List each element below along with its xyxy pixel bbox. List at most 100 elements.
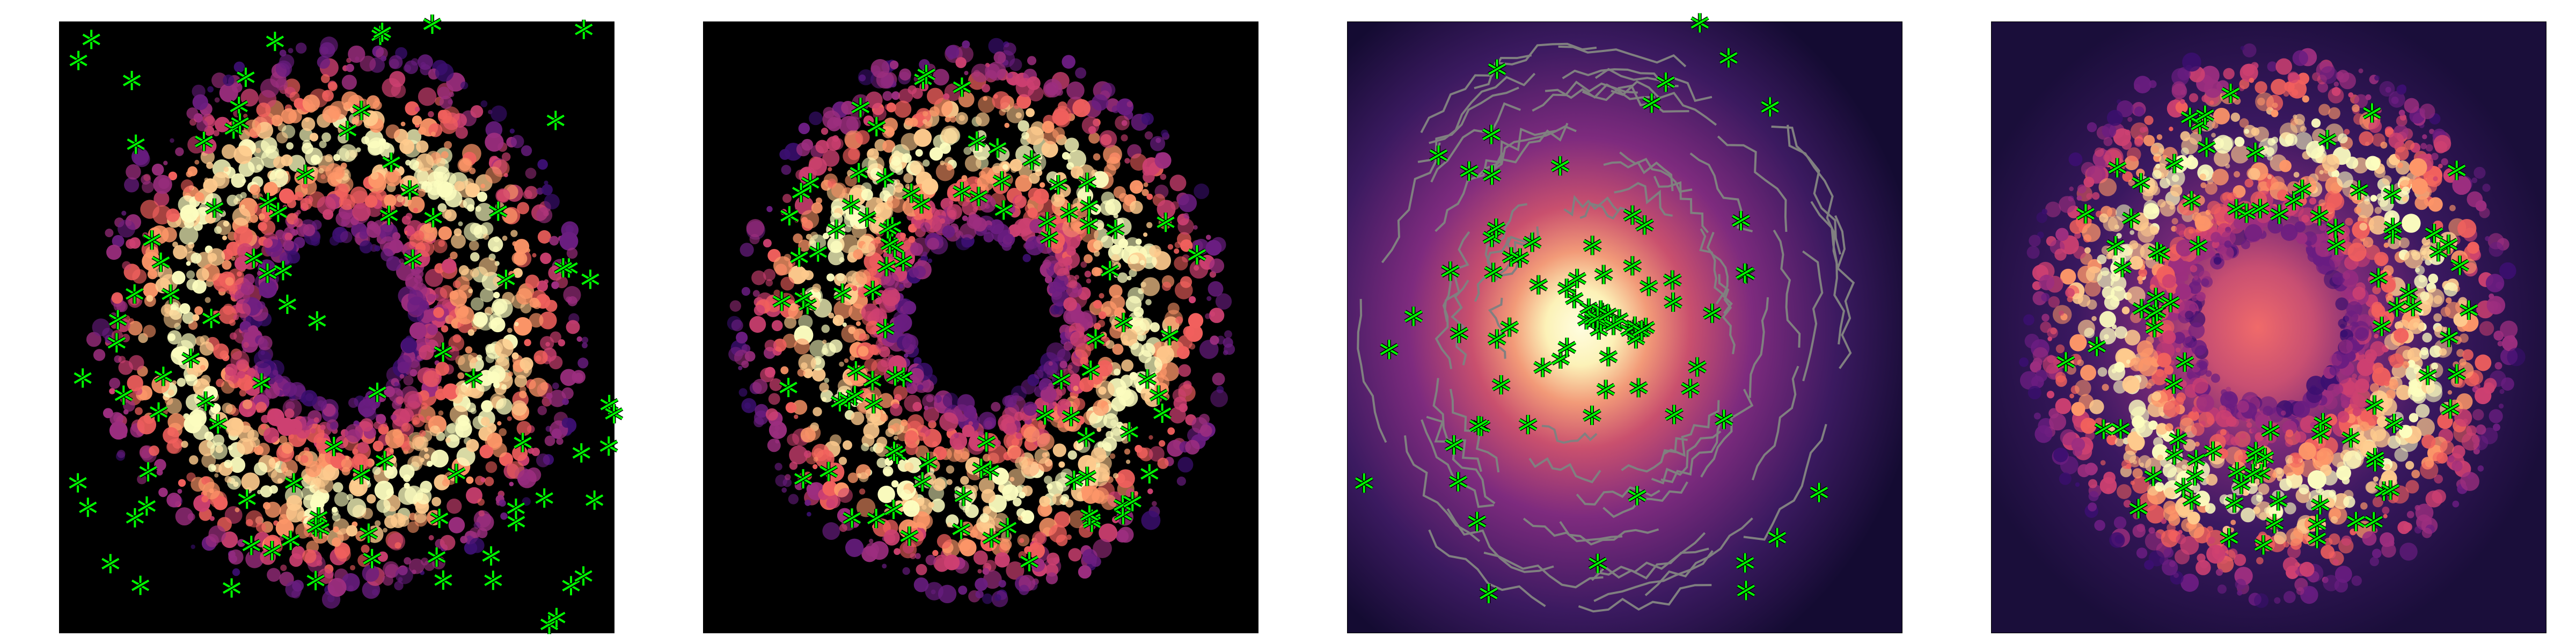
- ring-speckle: [179, 225, 199, 245]
- ring-speckle: [456, 447, 475, 466]
- ring-speckle: [510, 135, 524, 149]
- ring-speckle: [360, 418, 374, 432]
- ring-speckle: [566, 320, 580, 334]
- ring-speckle: [936, 534, 952, 549]
- ring-speckle: [209, 488, 214, 494]
- ring-speckle: [863, 115, 874, 126]
- ring-speckle: [2033, 412, 2041, 420]
- ring-speckle: [1019, 538, 1024, 543]
- ring-speckle: [128, 320, 143, 336]
- ring-speckle: [971, 63, 990, 83]
- ring-speckle: [2055, 344, 2065, 354]
- ring-speckle: [1006, 204, 1015, 214]
- ring-speckle: [1177, 335, 1193, 350]
- ring-speckle: [523, 189, 532, 200]
- ring-speckle: [235, 194, 243, 201]
- ring-speckle: [794, 338, 810, 355]
- ring-speckle: [2395, 147, 2409, 161]
- ring-speckle: [2188, 322, 2205, 339]
- ring-speckle: [869, 447, 875, 452]
- ring-speckle: [2348, 92, 2354, 98]
- ring-speckle: [1023, 401, 1037, 416]
- ring-speckle: [736, 331, 748, 344]
- ring-speckle: [2271, 109, 2279, 118]
- ring-speckle: [466, 439, 479, 452]
- panel-2-canvas: [704, 22, 1258, 633]
- ring-speckle: [401, 337, 418, 353]
- ring-speckle: [822, 149, 840, 167]
- ring-speckle: [880, 357, 890, 368]
- ring-speckle: [902, 567, 910, 575]
- ring-speckle: [382, 78, 401, 98]
- ring-speckle: [2205, 370, 2212, 377]
- ring-speckle: [420, 64, 431, 76]
- ring-speckle: [1180, 276, 1192, 288]
- ring-speckle: [998, 580, 1006, 588]
- ring-speckle: [166, 440, 180, 454]
- ring-speckle: [2088, 502, 2097, 511]
- ring-speckle: [2358, 68, 2363, 74]
- ring-speckle: [452, 334, 462, 343]
- ring-speckle: [127, 375, 143, 391]
- ring-speckle: [2175, 347, 2180, 353]
- ring-speckle: [2198, 358, 2209, 369]
- ring-speckle: [284, 408, 295, 419]
- ring-speckle: [920, 222, 931, 232]
- ring-speckle: [433, 166, 450, 183]
- ring-speckle: [1037, 433, 1055, 451]
- ring-speckle: [2144, 115, 2154, 125]
- ring-speckle: [1144, 131, 1153, 140]
- ring-speckle: [567, 296, 578, 306]
- ring-speckle: [536, 453, 550, 467]
- ring-speckle: [480, 184, 486, 188]
- ring-speckle: [516, 288, 533, 305]
- ring-speckle: [1101, 494, 1117, 510]
- ring-speckle: [929, 106, 940, 117]
- ring-speckle: [2329, 489, 2336, 497]
- ring-speckle: [2255, 207, 2272, 223]
- ring-speckle: [404, 391, 423, 410]
- ring-speckle: [2136, 523, 2145, 532]
- ring-speckle: [1037, 421, 1046, 429]
- ring-speckle: [2307, 470, 2326, 489]
- ring-speckle: [1084, 518, 1096, 531]
- ring-speckle: [470, 268, 479, 277]
- ring-speckle: [926, 87, 944, 105]
- ring-speckle: [851, 371, 867, 387]
- ring-speckle: [352, 115, 363, 127]
- panel-1-canvas: [60, 22, 614, 633]
- ring-speckle: [2394, 328, 2409, 343]
- ring-speckle: [231, 173, 246, 188]
- ring-speckle: [2213, 107, 2230, 125]
- ring-speckle: [894, 548, 901, 555]
- ring-speckle: [186, 270, 195, 279]
- ring-speckle: [1141, 510, 1161, 530]
- ring-speckle: [332, 166, 345, 180]
- ring-speckle: [414, 169, 429, 184]
- ring-speckle: [821, 324, 830, 333]
- ring-speckle: [1052, 127, 1065, 140]
- ring-speckle: [2165, 423, 2174, 431]
- ring-speckle: [855, 321, 861, 326]
- ring-speckle: [172, 241, 178, 247]
- ring-speckle: [2041, 313, 2050, 322]
- ring-speckle: [1088, 126, 1096, 134]
- ring-speckle: [1078, 455, 1096, 474]
- ring-speckle: [400, 121, 406, 127]
- ring-speckle: [2396, 84, 2406, 95]
- ring-speckle: [1149, 245, 1162, 258]
- ring-speckle: [877, 485, 895, 503]
- ring-speckle: [809, 234, 826, 251]
- ring-speckle: [207, 248, 225, 266]
- ring-speckle: [2258, 138, 2278, 157]
- ring-speckle: [2316, 208, 2322, 215]
- ring-speckle: [288, 48, 294, 54]
- ring-speckle: [986, 224, 992, 231]
- ring-speckle: [2059, 472, 2072, 485]
- ring-speckle: [1141, 277, 1160, 296]
- ring-speckle: [893, 443, 902, 452]
- ring-speckle: [2196, 394, 2214, 412]
- ring-speckle: [1160, 173, 1167, 180]
- ring-speckle: [922, 111, 928, 116]
- ring-speckle: [214, 473, 219, 478]
